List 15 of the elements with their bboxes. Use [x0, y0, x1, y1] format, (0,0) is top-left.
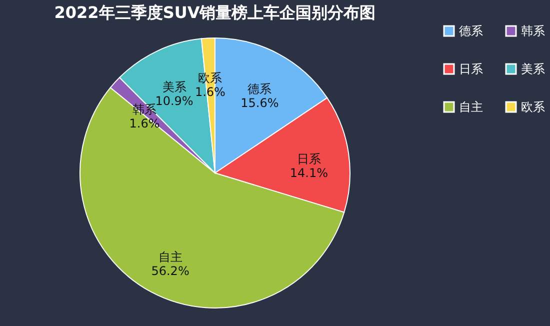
slice-label: 德系: [248, 82, 272, 96]
legend-label: 美系: [521, 62, 545, 76]
slice-label: 日系: [296, 152, 321, 166]
legend-label: 自主: [459, 100, 483, 114]
slice-label: 自主: [158, 250, 182, 264]
data-label: 56.2%: [151, 264, 190, 278]
data-label: 14.1%: [290, 166, 328, 180]
legend-label: 德系: [459, 24, 483, 38]
data-label: 10.9%: [155, 94, 194, 108]
chart-title: 2022年三季度SUV销量榜上车企国别分布图: [54, 3, 376, 22]
legend-label: 日系: [459, 62, 483, 76]
data-label: 15.6%: [240, 96, 279, 110]
legend-label: 韩系: [521, 24, 545, 38]
legend-label: 欧系: [521, 100, 545, 114]
slice-label: 美系: [162, 80, 186, 94]
